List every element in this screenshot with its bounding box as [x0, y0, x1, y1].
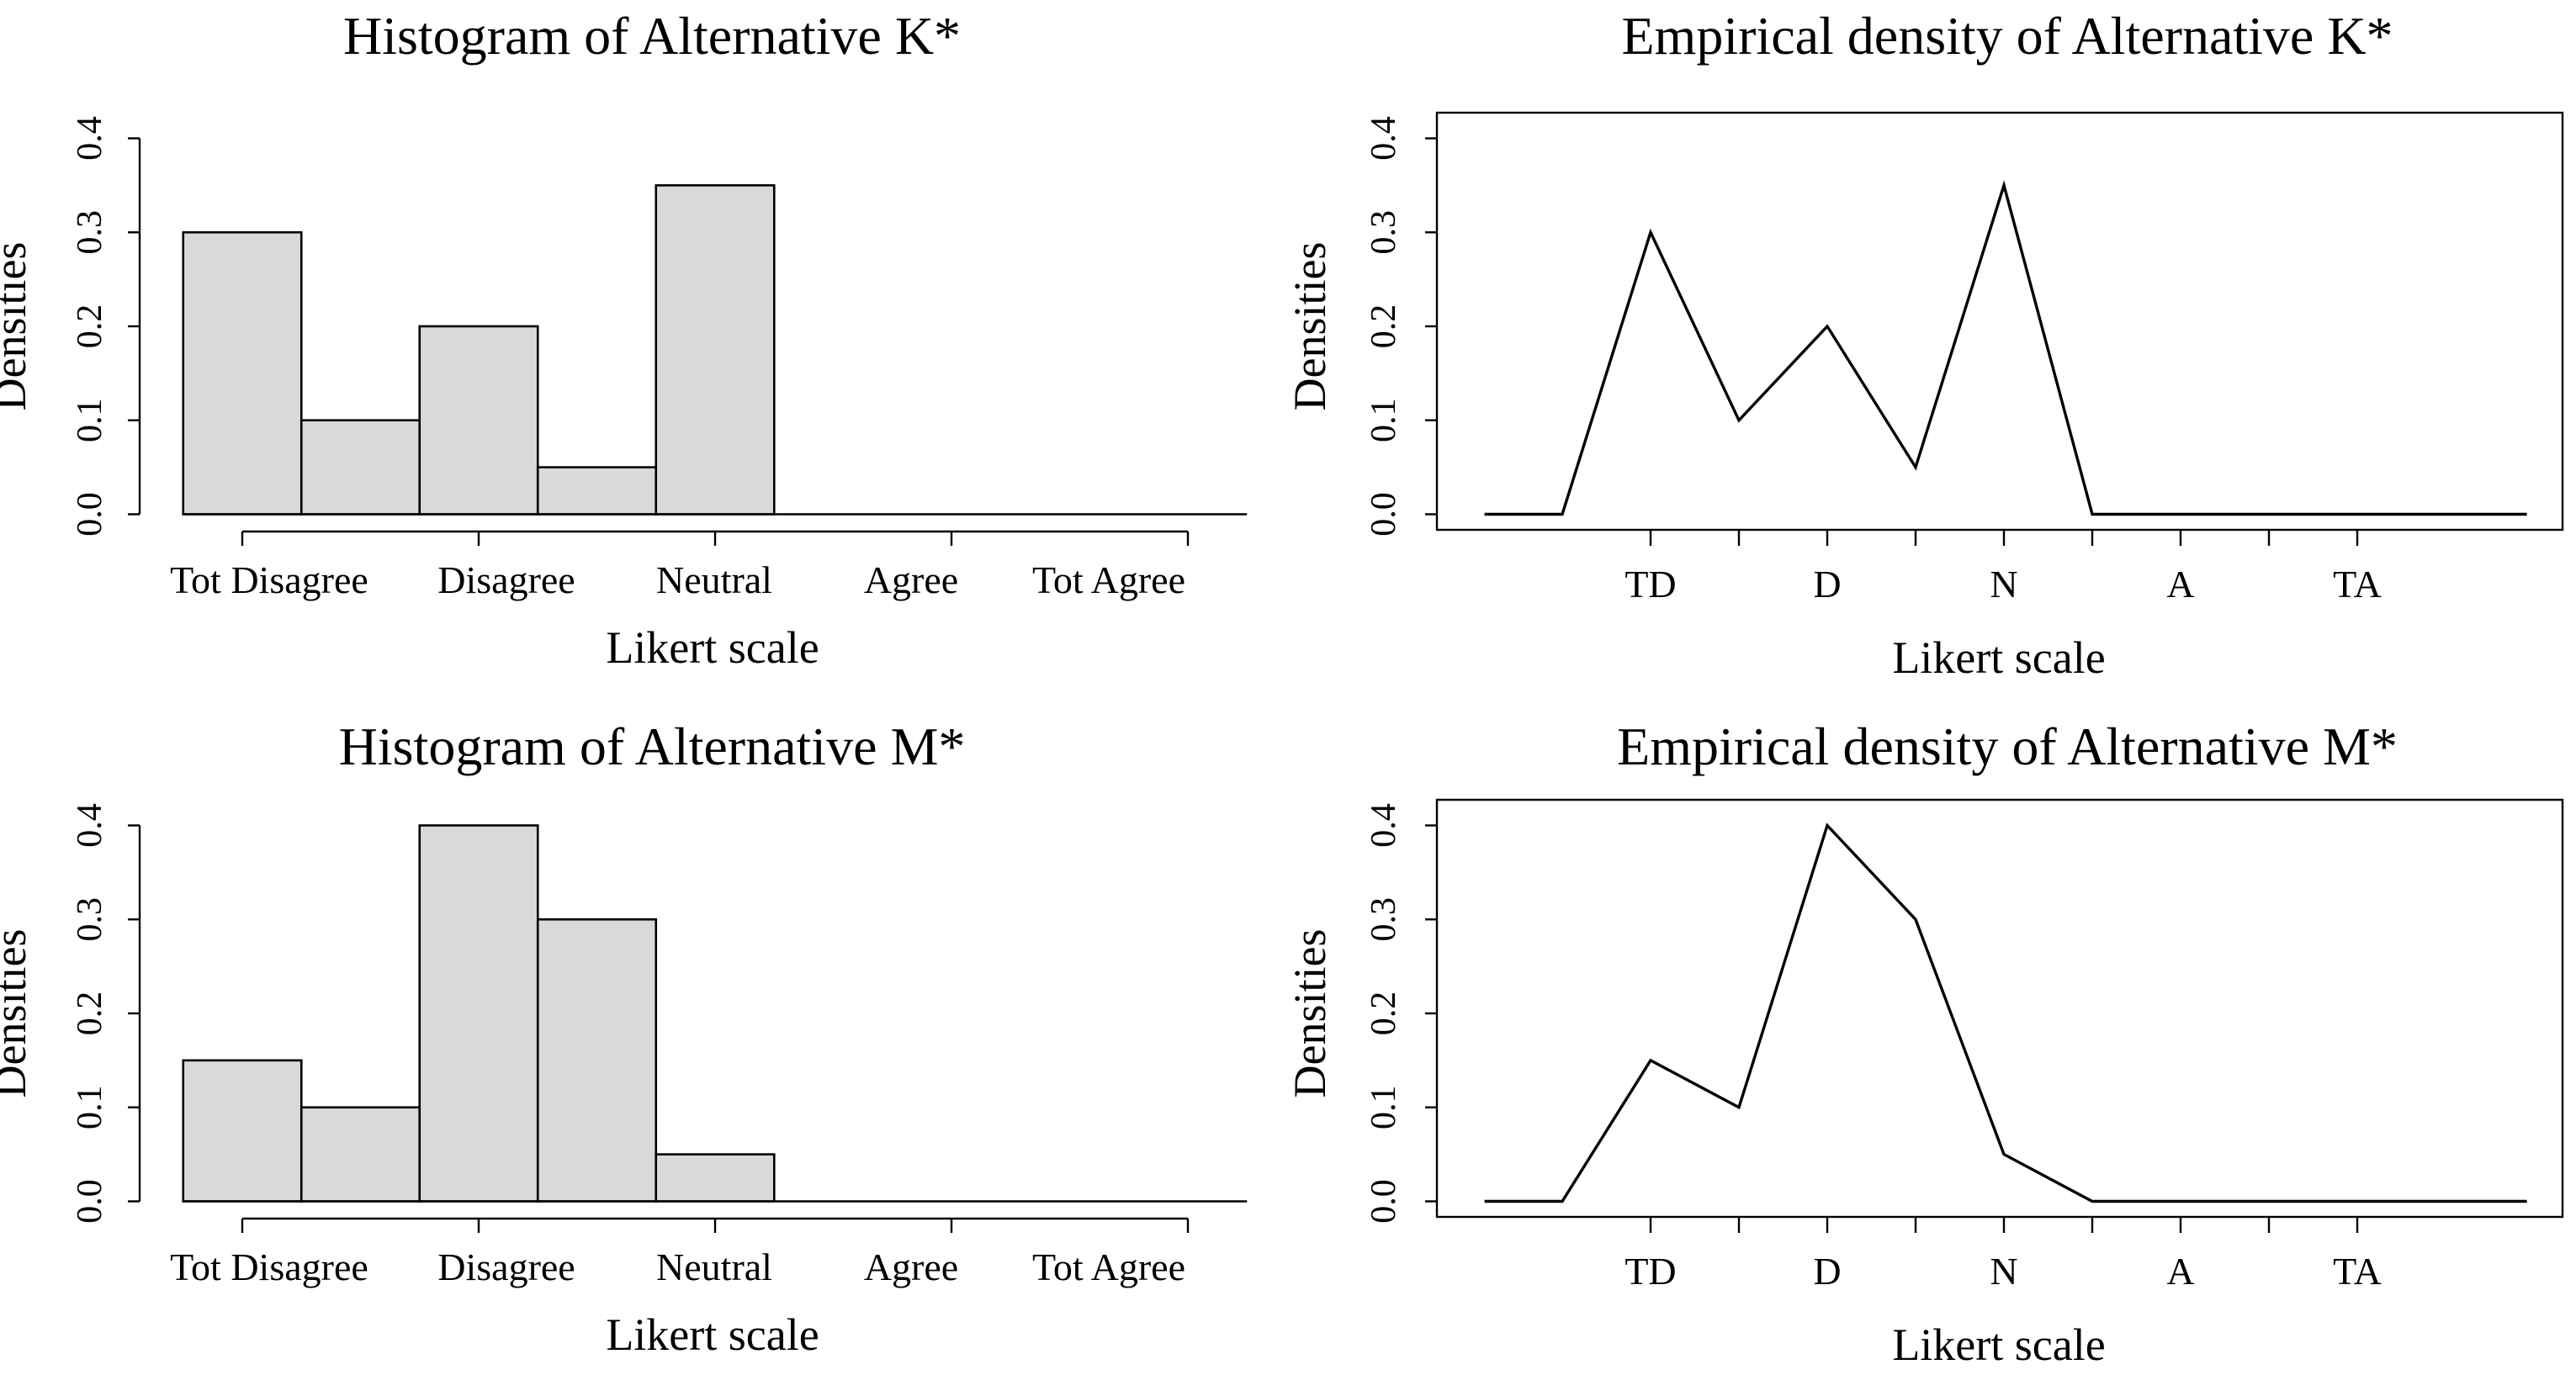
y-tick-label: 0.2: [71, 304, 109, 349]
x-axis-title: Likert scale: [606, 1309, 819, 1360]
x-tick-label: Neutral: [656, 558, 772, 601]
density-m-chart: 0.0 0.1 0.2 0.3 0.4 Densities TD D N A TA Likert sc…: [1288, 717, 2564, 1370]
y-tick-label: 0.3: [1365, 210, 1403, 255]
y-tick-label: 0.0: [1365, 1179, 1403, 1224]
y-axis-title: Densities: [1288, 242, 1335, 411]
y-tick-label: 0.0: [1365, 492, 1403, 537]
y-tick-label: 0.4: [1365, 803, 1403, 848]
plot-box: [1435, 798, 2564, 1219]
x-tick-label: A: [2166, 1250, 2194, 1293]
y-tick-label: 0.2: [1365, 992, 1403, 1036]
density-m-panel: 0.0 0.1 0.2 0.3 0.4 Densities TD D N A TA Likert sc…: [1288, 687, 2576, 1375]
histogram-bar: [655, 1153, 776, 1203]
x-tick-label: Disagree: [437, 1245, 575, 1288]
x-tick-label: Disagree: [437, 558, 575, 601]
y-tick-label: 0.0: [71, 1179, 109, 1224]
histogram-m-chart: 0.0 0.1 0.2 0.3 0.4 Densities Tot Disagree Disa…: [0, 717, 1248, 1360]
y-tick-label: 0.4: [1365, 116, 1403, 161]
y-tick-label: 0.4: [71, 116, 109, 161]
y-axis-title: Densities: [0, 929, 35, 1098]
x-tick-label: Tot Agree: [1032, 1245, 1185, 1288]
x-tick-label: D: [1813, 1250, 1841, 1293]
y-tick-label: 0.3: [71, 210, 109, 255]
histogram-m-panel: 0.0 0.1 0.2 0.3 0.4 Densities Tot Disagree Disa…: [0, 687, 1288, 1375]
x-tick-label: N: [1990, 563, 2017, 606]
x-axis-title: Likert scale: [1892, 632, 2105, 683]
y-axis-title: Densities: [0, 242, 35, 411]
chart-title: Histogram of Alternative K*: [343, 6, 961, 66]
y-tick-label: 0.2: [1365, 304, 1403, 349]
histogram-bar: [536, 918, 658, 1203]
y-tick-label: 0.0: [71, 492, 109, 537]
chart-title: Histogram of Alternative M*: [339, 717, 966, 776]
x-tick-label: N: [1990, 1250, 2017, 1293]
histogram-bar: [182, 230, 303, 516]
x-axis-title: Likert scale: [606, 622, 819, 673]
y-tick-label: 0.1: [71, 1086, 109, 1130]
density-line: [1484, 822, 2527, 1203]
density-line: [1484, 180, 2527, 516]
x-tick-label: D: [1813, 563, 1841, 606]
density-k-chart: 0.0 0.1 0.2 0.3 0.4 Densities TD D N A TA Likert sc…: [1288, 6, 2564, 683]
y-tick-label: 0.3: [1365, 897, 1403, 942]
x-tick-label: TA: [2333, 1250, 2382, 1293]
y-tick-label: 0.1: [71, 399, 109, 443]
chart-title: Empirical density of Alternative M*: [1617, 717, 2398, 776]
x-tick-label: Agree: [864, 558, 958, 601]
x-tick-label: TD: [1625, 563, 1676, 606]
x-tick-label: TA: [2333, 563, 2382, 606]
x-tick-label: Neutral: [656, 1245, 772, 1288]
density-k-panel: 0.0 0.1 0.2 0.3 0.4 Densities TD D N A TA Likert sc…: [1288, 0, 2576, 687]
histogram-bar: [418, 325, 539, 516]
y-axis-title: Densities: [1288, 929, 1335, 1098]
x-tick-label: Tot Disagree: [170, 1245, 368, 1288]
x-tick-label: Tot Disagree: [170, 558, 368, 601]
y-tick-label: 0.1: [1365, 399, 1403, 443]
histogram-k-chart: 0.0 0.1 0.2 0.3 0.4 Densities Tot Disagree Disa…: [0, 6, 1248, 673]
histogram-bar: [655, 184, 776, 516]
y-tick-label: 0.2: [71, 992, 109, 1036]
histogram-bar: [418, 824, 539, 1203]
histogram-bar: [536, 466, 658, 516]
chart-title: Empirical density of Alternative K*: [1621, 6, 2393, 66]
x-axis-title: Likert scale: [1892, 1319, 2105, 1370]
x-tick-label: A: [2166, 563, 2194, 606]
histogram-bar: [182, 1059, 303, 1203]
histogram-k-panel: 0.0 0.1 0.2 0.3 0.4 Densities Tot Disagree Disa…: [0, 0, 1288, 687]
y-tick-label: 0.1: [1365, 1086, 1403, 1130]
x-tick-label: Agree: [864, 1245, 958, 1288]
histogram-bar: [299, 1106, 421, 1203]
x-tick-label: Tot Agree: [1032, 558, 1185, 601]
plot-box: [1435, 111, 2564, 531]
histogram-bar: [299, 419, 421, 516]
y-tick-label: 0.4: [71, 803, 109, 848]
y-tick-label: 0.3: [71, 897, 109, 942]
x-tick-label: TD: [1625, 1250, 1676, 1293]
